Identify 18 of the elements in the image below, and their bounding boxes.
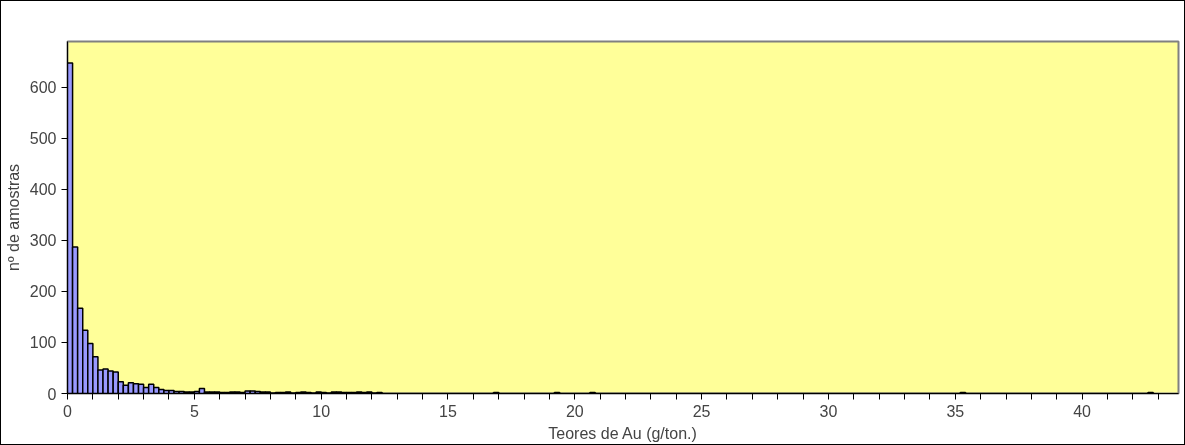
y-tick-label: 300 <box>29 232 57 250</box>
y-tick-label: 0 <box>47 385 57 403</box>
x-tick-label: 10 <box>312 402 331 420</box>
y-tick-label: 400 <box>29 181 57 199</box>
y-tick-label: 500 <box>29 130 57 148</box>
y-axis-title: nº de amostras <box>4 163 22 272</box>
x-axis-title: Teores de Au (g/ton.) <box>548 424 697 442</box>
x-tick-label: 15 <box>439 402 457 420</box>
x-tick-label: 5 <box>189 402 199 420</box>
x-tick-label: 0 <box>63 402 73 420</box>
x-tick-label: 40 <box>1073 402 1092 420</box>
y-tick-label: 600 <box>29 79 57 97</box>
y-tick-label: 100 <box>29 334 57 352</box>
x-tick-label: 25 <box>692 402 711 420</box>
x-tick-label: 30 <box>819 402 838 420</box>
x-tick-label: 20 <box>565 402 584 420</box>
x-tick-label: 35 <box>946 402 965 420</box>
y-tick-label: 200 <box>29 283 57 301</box>
